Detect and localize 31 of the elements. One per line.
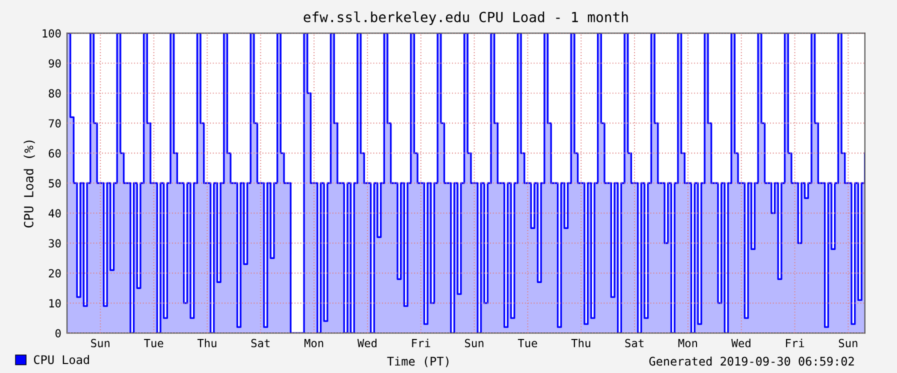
x-tick-label: Wed (357, 338, 376, 348)
y-tick-label: 30 (48, 239, 61, 248)
x-tick-label: Tue (144, 339, 164, 348)
y-axis-title: CPU Load (%) (24, 140, 35, 228)
x-axis-title: Time (PT) (387, 356, 448, 368)
x-tick-label: Tue (518, 339, 538, 348)
x-tick-label: Sun (838, 338, 858, 348)
x-tick-label: Fri (412, 338, 430, 348)
y-tick-label: 0 (55, 329, 61, 338)
chart-title: efw.ssl.berkeley.edu CPU Load - 1 month (304, 11, 628, 25)
y-tick-label: 50 (48, 179, 61, 188)
y-tick-label: 70 (48, 119, 61, 128)
legend-label: CPU Load (34, 354, 89, 364)
y-tick-label: 90 (48, 59, 61, 68)
x-tick-label: Sun (91, 338, 110, 348)
x-tick-label: Thu (197, 338, 216, 348)
x-tick-label: Thu (571, 338, 590, 348)
x-tick-label: Sat (625, 338, 644, 348)
x-tick-label: Sun (465, 338, 484, 348)
x-tick-label: Sat (251, 338, 270, 348)
x-tick-label: Mon (678, 339, 697, 348)
x-tick-label: Fri (786, 338, 804, 348)
y-tick-label: 20 (48, 269, 61, 278)
y-tick-label: 60 (48, 149, 61, 158)
x-tick-label: Wed (731, 338, 750, 348)
text: Generated 2019-09-30 06:59:02 (649, 356, 854, 366)
y-tick-label: 40 (48, 209, 61, 218)
x-tick-label: Mon (304, 339, 324, 348)
y-tick-label: 80 (48, 89, 61, 98)
y-tick-label: 100 (42, 29, 61, 38)
y-tick-label: 10 (49, 299, 61, 308)
